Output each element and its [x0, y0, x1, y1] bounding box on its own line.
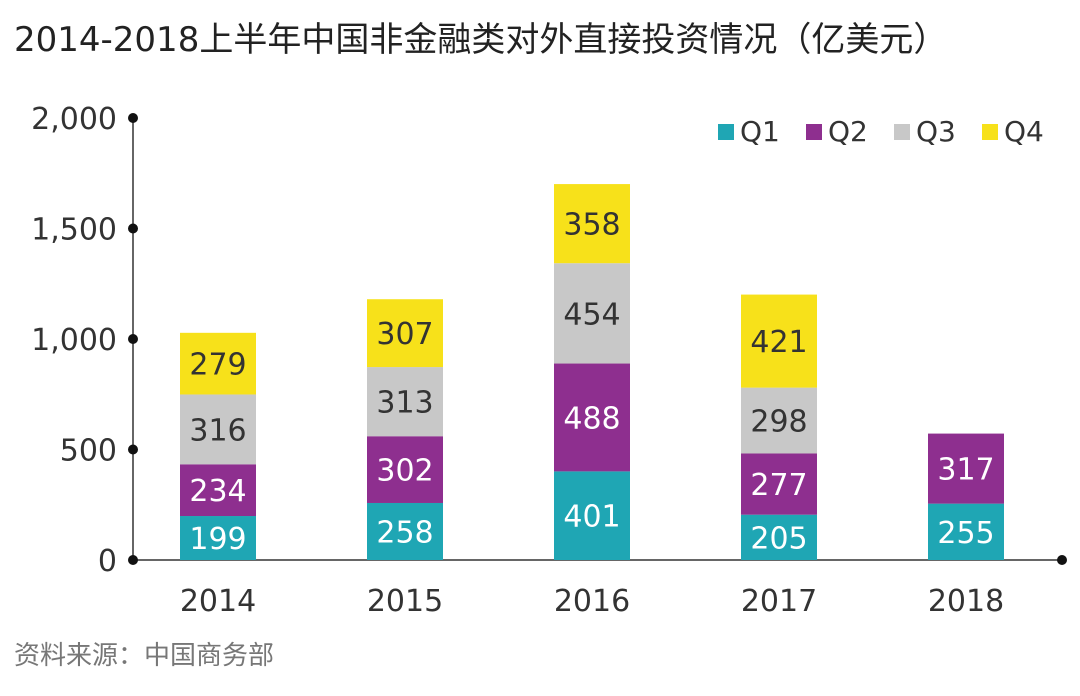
y-tick-label: 0 — [98, 544, 117, 579]
data-label: 307 — [376, 317, 433, 352]
data-label: 454 — [563, 297, 620, 332]
bar-q4-2017 — [741, 294, 817, 388]
bar-q3-2017 — [741, 387, 817, 454]
data-label: 205 — [750, 521, 807, 556]
x-tick-label: 2015 — [367, 584, 443, 619]
bar-q4-2016 — [554, 184, 630, 264]
bar-q2-2015 — [367, 436, 443, 503]
data-label: 258 — [376, 515, 433, 550]
data-label: 277 — [750, 468, 807, 503]
data-label: 421 — [750, 325, 807, 360]
y-tick-label: 2,000 — [31, 102, 117, 137]
bar-q2-2017 — [741, 453, 817, 515]
legend-label-q2: Q2 — [828, 115, 868, 148]
legend-swatch-q3 — [894, 124, 910, 140]
bar-q3-2015 — [367, 367, 443, 437]
axes: 0 500 1,000 1,500 2,000 2014 2015 2016 2017 2018 — [31, 102, 1067, 619]
legend: Q1 Q2 Q3 Q4 — [718, 115, 1044, 148]
bar-q1-2016 — [554, 471, 630, 560]
x-tick-label: 2016 — [554, 584, 630, 619]
bar-q2-2014 — [180, 464, 256, 517]
x-axis-end-dot — [1057, 555, 1067, 565]
y-tick-label: 1,500 — [31, 213, 117, 248]
bar-q1-2018 — [928, 503, 1004, 560]
bar-q3-2014 — [180, 394, 256, 465]
y-tick-label: 500 — [60, 434, 117, 469]
data-labels: 199 234 316 279 258 302 313 307 401 488 454 358 205 2… — [189, 208, 994, 557]
bar-q3-2016 — [554, 263, 630, 364]
data-label: 302 — [376, 454, 433, 489]
legend-swatch-q4 — [982, 124, 998, 140]
y-tick-dot — [128, 113, 138, 123]
bar-q2-2018 — [928, 433, 1004, 504]
legend-label-q4: Q4 — [1004, 115, 1044, 148]
legend-swatch-q1 — [718, 124, 734, 140]
data-label: 358 — [563, 208, 620, 243]
x-tick-label: 2018 — [928, 584, 1004, 619]
legend-swatch-q2 — [806, 124, 822, 140]
y-tick-label: 1,000 — [31, 323, 117, 358]
bar-q1-2017 — [741, 514, 817, 560]
bars — [180, 184, 1004, 560]
legend-label-q3: Q3 — [916, 115, 956, 148]
x-tick-label: 2017 — [741, 584, 817, 619]
y-tick-dot — [128, 334, 138, 344]
data-label: 401 — [563, 500, 620, 535]
data-label: 316 — [189, 413, 246, 448]
data-label: 317 — [937, 453, 994, 488]
bar-q1-2015 — [367, 502, 443, 560]
data-label: 199 — [189, 522, 246, 557]
bar-q1-2014 — [180, 516, 256, 560]
legend-label-q1: Q1 — [740, 115, 780, 148]
data-label: 488 — [563, 401, 620, 436]
y-tick-dot — [128, 223, 138, 234]
bar-q4-2014 — [180, 332, 256, 395]
y-tick-dot — [128, 444, 138, 455]
source-note: 资料来源：中国商务部 — [14, 641, 275, 671]
bar-q4-2015 — [367, 299, 443, 368]
chart-title: 2014-2018上半年中国非金融类对外直接投资情况（亿美元） — [14, 20, 948, 60]
data-label: 313 — [376, 386, 433, 421]
data-label: 234 — [189, 474, 246, 509]
data-label: 255 — [937, 516, 994, 551]
bar-q2-2016 — [554, 363, 630, 472]
data-label: 279 — [189, 348, 246, 383]
y-tick-dot — [128, 555, 138, 565]
data-label: 298 — [750, 405, 807, 440]
x-tick-label: 2014 — [180, 584, 256, 619]
